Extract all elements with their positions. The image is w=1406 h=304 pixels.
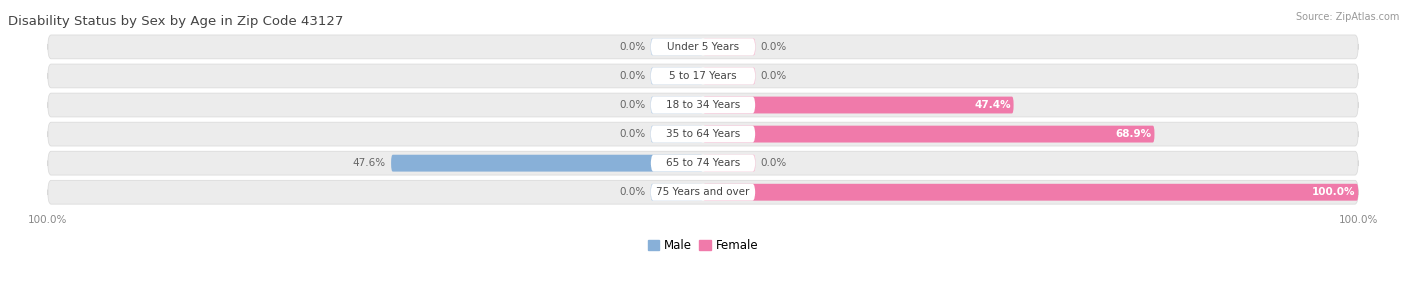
Text: 0.0%: 0.0%: [761, 158, 787, 168]
Text: 100.0%: 100.0%: [1312, 187, 1355, 197]
Text: 0.0%: 0.0%: [619, 71, 645, 81]
FancyBboxPatch shape: [703, 126, 1154, 143]
Text: 68.9%: 68.9%: [1116, 129, 1152, 139]
Text: Disability Status by Sex by Age in Zip Code 43127: Disability Status by Sex by Age in Zip C…: [8, 15, 343, 28]
FancyBboxPatch shape: [651, 97, 755, 113]
Text: 18 to 34 Years: 18 to 34 Years: [666, 100, 740, 110]
Text: 5 to 17 Years: 5 to 17 Years: [669, 71, 737, 81]
Text: 0.0%: 0.0%: [619, 187, 645, 197]
Text: Source: ZipAtlas.com: Source: ZipAtlas.com: [1295, 12, 1399, 22]
Text: Under 5 Years: Under 5 Years: [666, 42, 740, 52]
FancyBboxPatch shape: [651, 155, 755, 171]
Text: 47.6%: 47.6%: [353, 158, 385, 168]
Text: 65 to 74 Years: 65 to 74 Years: [666, 158, 740, 168]
FancyBboxPatch shape: [651, 126, 703, 143]
FancyBboxPatch shape: [391, 155, 703, 171]
FancyBboxPatch shape: [48, 151, 1358, 175]
FancyBboxPatch shape: [651, 126, 755, 143]
FancyBboxPatch shape: [651, 39, 703, 55]
FancyBboxPatch shape: [651, 67, 703, 85]
FancyBboxPatch shape: [703, 67, 755, 85]
Text: 0.0%: 0.0%: [619, 129, 645, 139]
FancyBboxPatch shape: [651, 184, 755, 201]
Text: 47.4%: 47.4%: [974, 100, 1011, 110]
Text: 35 to 64 Years: 35 to 64 Years: [666, 129, 740, 139]
FancyBboxPatch shape: [703, 155, 755, 171]
Legend: Male, Female: Male, Female: [643, 234, 763, 257]
Text: 0.0%: 0.0%: [761, 42, 787, 52]
FancyBboxPatch shape: [703, 97, 1014, 113]
FancyBboxPatch shape: [703, 39, 755, 55]
FancyBboxPatch shape: [651, 97, 703, 113]
FancyBboxPatch shape: [48, 64, 1358, 88]
Text: 0.0%: 0.0%: [619, 100, 645, 110]
FancyBboxPatch shape: [703, 184, 1358, 201]
FancyBboxPatch shape: [48, 93, 1358, 117]
FancyBboxPatch shape: [48, 35, 1358, 59]
FancyBboxPatch shape: [48, 180, 1358, 204]
FancyBboxPatch shape: [651, 67, 755, 85]
FancyBboxPatch shape: [651, 184, 703, 201]
FancyBboxPatch shape: [48, 122, 1358, 146]
Text: 75 Years and over: 75 Years and over: [657, 187, 749, 197]
Text: 0.0%: 0.0%: [761, 71, 787, 81]
Text: 0.0%: 0.0%: [619, 42, 645, 52]
FancyBboxPatch shape: [651, 39, 755, 55]
